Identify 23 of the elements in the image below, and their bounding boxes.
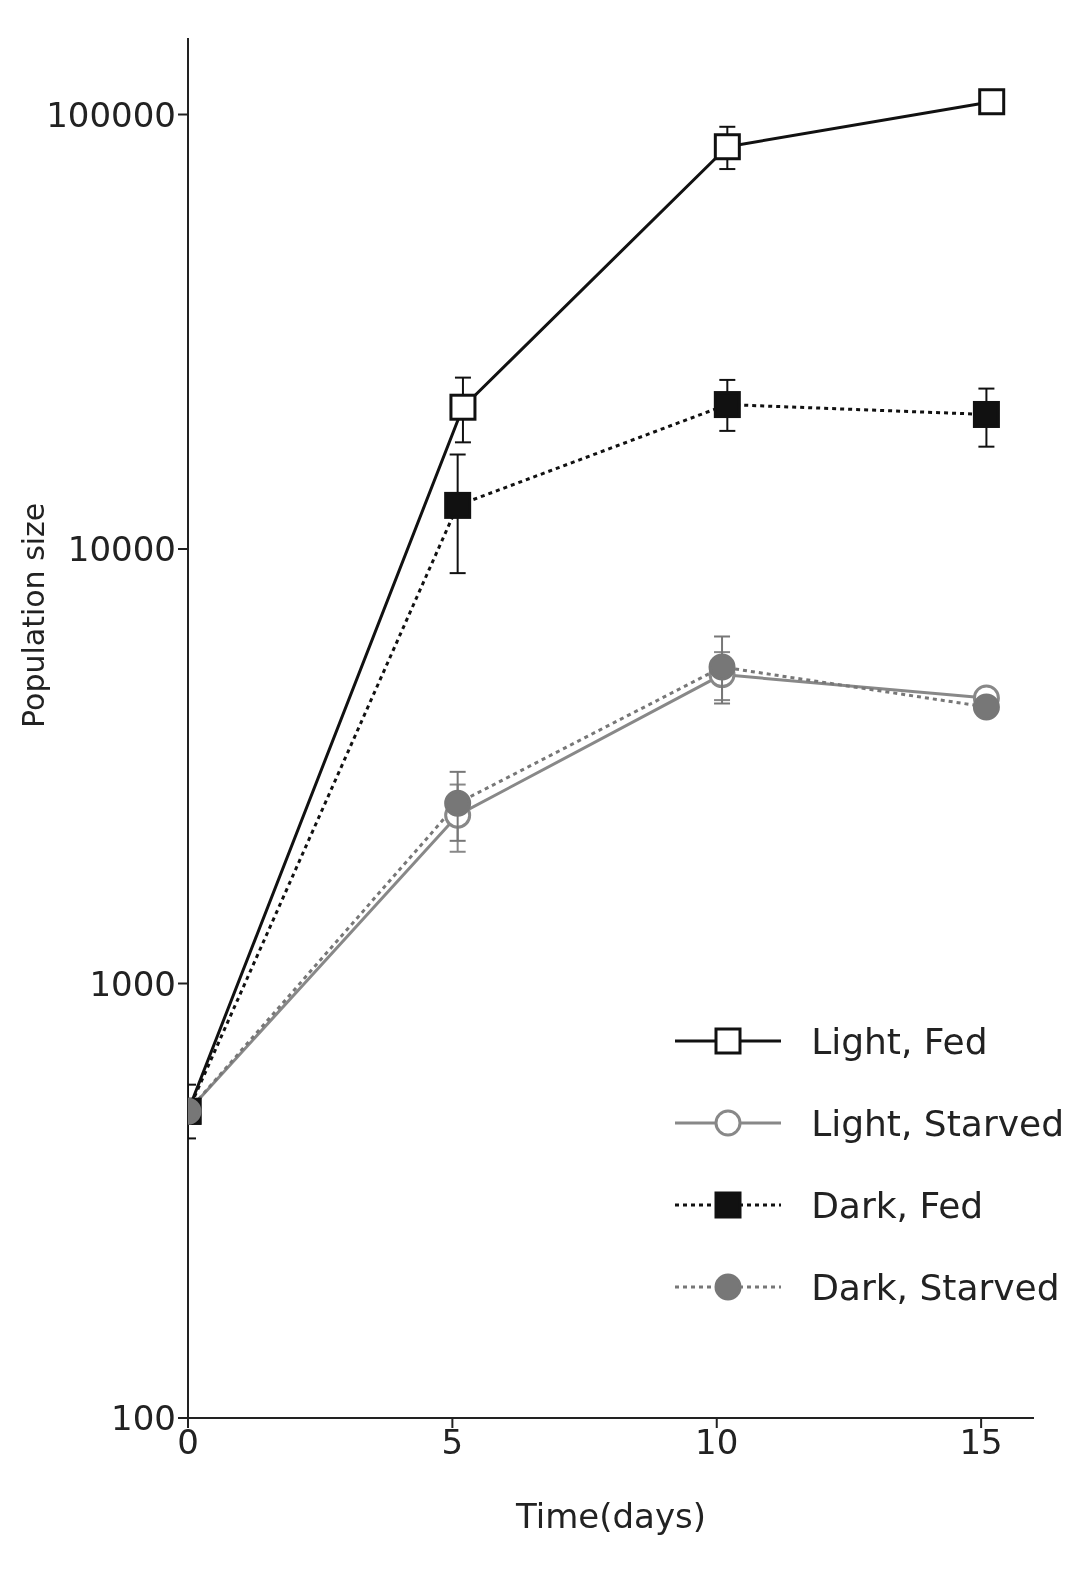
x-tick-label: 0 [177,1422,199,1463]
y-axis-title: Population size [15,502,51,728]
point [972,400,1000,428]
y-tick-label: 1000 [89,963,176,1004]
x-tick-label: 5 [441,1422,464,1463]
x-axis-title: Time(days) [515,1496,706,1536]
point [444,789,472,817]
point [972,693,1000,721]
legend-label: Dark, Fed [811,1184,984,1226]
y-tick-label: 10000 [67,529,176,570]
x-tick-label: 10 [695,1422,739,1463]
legend-label: Light, Starved [811,1102,1064,1144]
y-tick-label: 100 [111,1398,176,1439]
point [713,391,741,419]
legend-label: Dark, Starved [811,1266,1060,1308]
x-tick-label: 15 [959,1422,1003,1463]
legend-label: Light, Fed [811,1020,988,1062]
y-tick-label: 100000 [46,94,176,135]
point [444,491,472,519]
point [449,393,477,421]
point [713,133,741,161]
point [708,653,736,681]
point [978,88,1006,116]
